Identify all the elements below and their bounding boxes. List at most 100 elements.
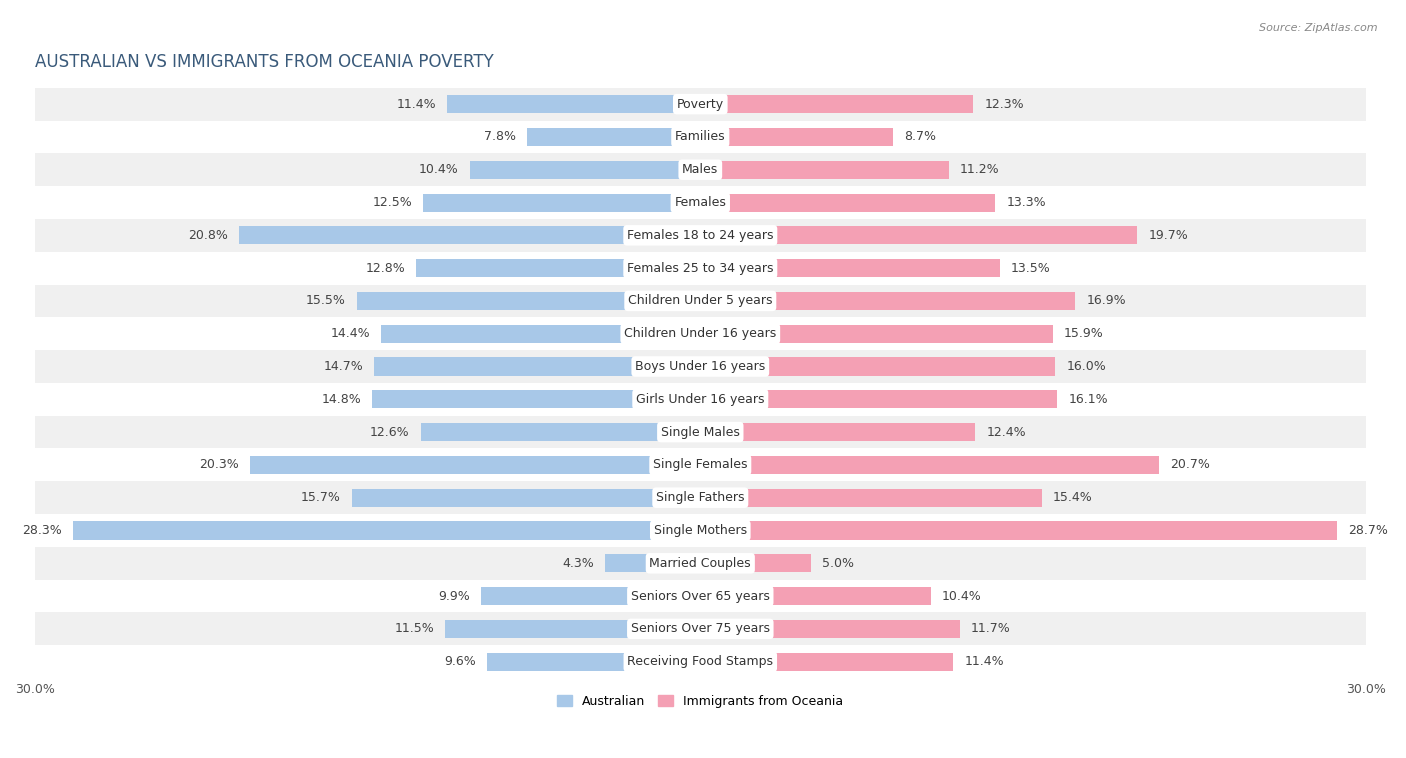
Text: Single Males: Single Males xyxy=(661,425,740,439)
Bar xyxy=(700,227,1137,244)
Bar xyxy=(700,653,953,671)
Bar xyxy=(700,128,893,146)
Bar xyxy=(35,252,1365,284)
Text: 12.8%: 12.8% xyxy=(366,262,405,274)
Text: Single Fathers: Single Fathers xyxy=(657,491,745,504)
Text: 16.0%: 16.0% xyxy=(1066,360,1107,373)
Text: Children Under 16 years: Children Under 16 years xyxy=(624,327,776,340)
Text: Girls Under 16 years: Girls Under 16 years xyxy=(636,393,765,406)
Text: 10.4%: 10.4% xyxy=(419,163,458,176)
Bar xyxy=(35,383,1365,415)
Bar xyxy=(700,390,1057,409)
Text: 15.9%: 15.9% xyxy=(1064,327,1104,340)
Bar xyxy=(700,193,995,211)
Bar xyxy=(35,88,1365,121)
Text: 9.6%: 9.6% xyxy=(444,655,477,668)
Text: Single Females: Single Females xyxy=(652,459,748,471)
Text: Males: Males xyxy=(682,163,718,176)
Text: 13.5%: 13.5% xyxy=(1011,262,1050,274)
Bar xyxy=(352,489,700,506)
Text: 11.7%: 11.7% xyxy=(972,622,1011,635)
Bar xyxy=(35,318,1365,350)
Bar xyxy=(416,259,700,277)
Bar xyxy=(250,456,700,474)
Text: 20.8%: 20.8% xyxy=(188,229,228,242)
Bar xyxy=(35,481,1365,514)
Text: Families: Families xyxy=(675,130,725,143)
Bar xyxy=(35,580,1365,612)
Text: 16.9%: 16.9% xyxy=(1087,294,1126,308)
Bar xyxy=(35,121,1365,153)
Bar xyxy=(35,514,1365,547)
Text: 19.7%: 19.7% xyxy=(1149,229,1188,242)
Bar xyxy=(35,645,1365,678)
Bar xyxy=(35,350,1365,383)
Text: 10.4%: 10.4% xyxy=(942,590,981,603)
Text: 9.9%: 9.9% xyxy=(437,590,470,603)
Text: 12.3%: 12.3% xyxy=(984,98,1024,111)
Bar xyxy=(35,415,1365,449)
Text: Receiving Food Stamps: Receiving Food Stamps xyxy=(627,655,773,668)
Text: 5.0%: 5.0% xyxy=(823,557,855,570)
Text: 20.3%: 20.3% xyxy=(200,459,239,471)
Bar xyxy=(700,358,1054,375)
Text: 4.3%: 4.3% xyxy=(562,557,593,570)
Bar xyxy=(605,554,700,572)
Text: 14.4%: 14.4% xyxy=(330,327,370,340)
Bar xyxy=(35,612,1365,645)
Bar xyxy=(700,423,976,441)
Text: 14.7%: 14.7% xyxy=(323,360,363,373)
Text: 12.4%: 12.4% xyxy=(987,425,1026,439)
Bar xyxy=(700,324,1053,343)
Text: Boys Under 16 years: Boys Under 16 years xyxy=(636,360,765,373)
Bar xyxy=(700,522,1337,540)
Bar xyxy=(488,653,700,671)
Text: 28.7%: 28.7% xyxy=(1348,524,1388,537)
Text: 15.4%: 15.4% xyxy=(1053,491,1092,504)
Text: 7.8%: 7.8% xyxy=(484,130,516,143)
Bar xyxy=(700,620,960,638)
Text: Source: ZipAtlas.com: Source: ZipAtlas.com xyxy=(1260,23,1378,33)
Text: Married Couples: Married Couples xyxy=(650,557,751,570)
Text: Females 25 to 34 years: Females 25 to 34 years xyxy=(627,262,773,274)
Text: 12.6%: 12.6% xyxy=(370,425,409,439)
Bar xyxy=(446,620,700,638)
Bar xyxy=(73,522,700,540)
Bar xyxy=(481,587,700,605)
Text: 11.2%: 11.2% xyxy=(960,163,1000,176)
Text: Seniors Over 75 years: Seniors Over 75 years xyxy=(631,622,770,635)
Bar xyxy=(700,489,1042,506)
Text: 15.5%: 15.5% xyxy=(305,294,346,308)
Bar xyxy=(700,587,931,605)
Text: 13.3%: 13.3% xyxy=(1007,196,1046,209)
Text: AUSTRALIAN VS IMMIGRANTS FROM OCEANIA POVERTY: AUSTRALIAN VS IMMIGRANTS FROM OCEANIA PO… xyxy=(35,53,494,71)
Text: 12.5%: 12.5% xyxy=(373,196,412,209)
Bar xyxy=(470,161,700,179)
Bar xyxy=(700,554,811,572)
Bar xyxy=(35,547,1365,580)
Bar xyxy=(35,153,1365,186)
Text: 16.1%: 16.1% xyxy=(1069,393,1108,406)
Text: Single Mothers: Single Mothers xyxy=(654,524,747,537)
Text: 11.5%: 11.5% xyxy=(395,622,434,635)
Bar xyxy=(373,390,700,409)
Bar xyxy=(423,193,700,211)
Bar xyxy=(700,292,1076,310)
Bar xyxy=(420,423,700,441)
Text: 11.4%: 11.4% xyxy=(965,655,1004,668)
Bar xyxy=(700,259,1000,277)
Bar xyxy=(35,449,1365,481)
Text: 8.7%: 8.7% xyxy=(904,130,936,143)
Text: Seniors Over 65 years: Seniors Over 65 years xyxy=(631,590,769,603)
Legend: Australian, Immigrants from Oceania: Australian, Immigrants from Oceania xyxy=(553,690,848,713)
Text: 14.8%: 14.8% xyxy=(321,393,361,406)
Text: Females: Females xyxy=(675,196,727,209)
Text: Females 18 to 24 years: Females 18 to 24 years xyxy=(627,229,773,242)
Bar xyxy=(35,284,1365,318)
Bar xyxy=(700,95,973,113)
Bar xyxy=(239,227,700,244)
Bar xyxy=(381,324,700,343)
Bar xyxy=(447,95,700,113)
Text: 20.7%: 20.7% xyxy=(1170,459,1211,471)
Text: Children Under 5 years: Children Under 5 years xyxy=(628,294,772,308)
